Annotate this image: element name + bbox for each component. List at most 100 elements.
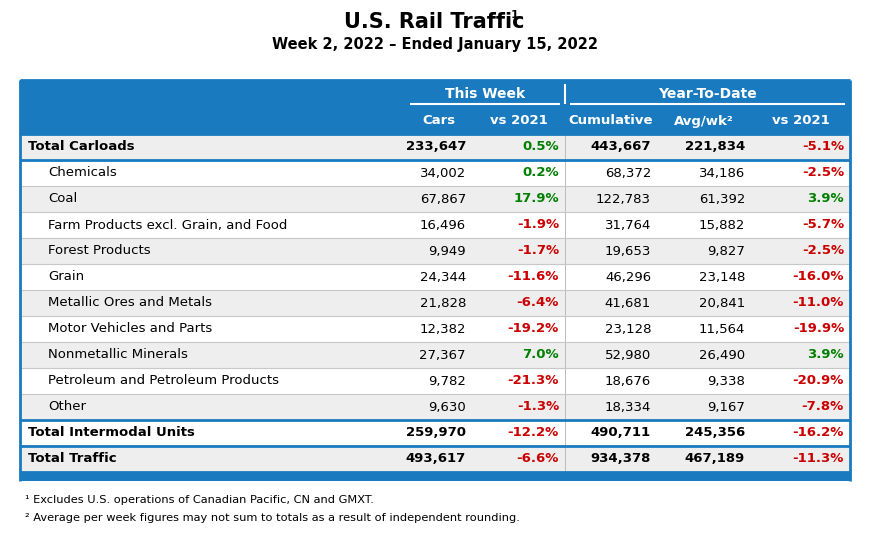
Text: 19,653: 19,653 (605, 245, 651, 258)
Text: 7.0%: 7.0% (522, 349, 559, 362)
Text: Total Carloads: Total Carloads (28, 141, 135, 154)
Text: -6.6%: -6.6% (517, 453, 559, 466)
Text: 245,356: 245,356 (685, 426, 745, 439)
Text: 9,827: 9,827 (707, 245, 745, 258)
Text: Total Intermodal Units: Total Intermodal Units (28, 426, 195, 439)
Text: Avg/wk²: Avg/wk² (674, 114, 734, 128)
Text: -16.0%: -16.0% (793, 271, 844, 284)
Text: 16,496: 16,496 (420, 218, 466, 231)
Text: 490,711: 490,711 (591, 426, 651, 439)
Text: 0.2%: 0.2% (522, 167, 559, 179)
Bar (20, 472, 850, 481)
Bar (20, 238, 850, 264)
Text: vs 2021: vs 2021 (489, 114, 547, 128)
Text: Coal: Coal (48, 192, 77, 205)
Text: 52,980: 52,980 (605, 349, 651, 362)
Text: -2.5%: -2.5% (802, 245, 844, 258)
Text: Total Traffic: Total Traffic (28, 453, 116, 466)
Text: -11.3%: -11.3% (793, 453, 844, 466)
Text: 41,681: 41,681 (605, 296, 651, 309)
Text: 233,647: 233,647 (406, 141, 466, 154)
Bar (20, 316, 850, 342)
Bar (20, 368, 850, 394)
Bar (20, 160, 850, 186)
Text: 11,564: 11,564 (699, 322, 745, 335)
Bar (20, 420, 850, 446)
Text: -12.2%: -12.2% (507, 426, 559, 439)
Text: Year-To-Date: Year-To-Date (658, 87, 757, 101)
Text: Grain: Grain (48, 271, 84, 284)
Text: -5.7%: -5.7% (802, 218, 844, 231)
Text: 12,382: 12,382 (420, 322, 466, 335)
Text: -21.3%: -21.3% (507, 375, 559, 388)
Text: -19.2%: -19.2% (507, 322, 559, 335)
Text: Cars: Cars (422, 114, 455, 128)
Text: 1: 1 (510, 10, 518, 20)
Text: -2.5%: -2.5% (802, 167, 844, 179)
Text: 221,834: 221,834 (685, 141, 745, 154)
Text: 31,764: 31,764 (605, 218, 651, 231)
Text: Nonmetallic Minerals: Nonmetallic Minerals (48, 349, 188, 362)
Bar (20, 80, 850, 134)
Text: 18,676: 18,676 (605, 375, 651, 388)
Text: Other: Other (48, 400, 86, 413)
Text: 34,186: 34,186 (699, 167, 745, 179)
Bar (20, 394, 850, 420)
Bar (20, 186, 850, 212)
Text: 3.9%: 3.9% (807, 349, 844, 362)
Text: 20,841: 20,841 (699, 296, 745, 309)
Text: Chemicals: Chemicals (48, 167, 116, 179)
Text: U.S. Rail Traffic: U.S. Rail Traffic (344, 12, 525, 32)
Text: 9,630: 9,630 (428, 400, 466, 413)
Text: ¹ Excludes U.S. operations of Canadian Pacific, CN and GMXT.: ¹ Excludes U.S. operations of Canadian P… (25, 495, 374, 505)
Text: 9,167: 9,167 (707, 400, 745, 413)
Text: -1.9%: -1.9% (517, 218, 559, 231)
Text: -1.7%: -1.7% (517, 245, 559, 258)
Text: 3.9%: 3.9% (807, 192, 844, 205)
Bar (20, 264, 850, 290)
Text: vs 2021: vs 2021 (772, 114, 829, 128)
Text: 23,128: 23,128 (605, 322, 651, 335)
Bar (20, 446, 850, 472)
Text: ² Average per week figures may not sum to totals as a result of independent roun: ² Average per week figures may not sum t… (25, 513, 520, 523)
Text: 934,378: 934,378 (591, 453, 651, 466)
Text: Petroleum and Petroleum Products: Petroleum and Petroleum Products (48, 375, 279, 388)
Bar (20, 290, 850, 316)
Text: -5.1%: -5.1% (802, 141, 844, 154)
Text: -6.4%: -6.4% (517, 296, 559, 309)
Text: 18,334: 18,334 (605, 400, 651, 413)
Bar (20, 212, 850, 238)
Bar (20, 342, 850, 368)
Text: 67,867: 67,867 (420, 192, 466, 205)
Text: Cumulative: Cumulative (568, 114, 653, 128)
Text: 34,002: 34,002 (420, 167, 466, 179)
Text: 467,189: 467,189 (685, 453, 745, 466)
Text: -11.6%: -11.6% (507, 271, 559, 284)
Bar (20, 134, 850, 160)
Text: Forest Products: Forest Products (48, 245, 150, 258)
Text: 61,392: 61,392 (699, 192, 745, 205)
Text: This Week: This Week (445, 87, 525, 101)
Text: 21,828: 21,828 (420, 296, 466, 309)
Text: 23,148: 23,148 (699, 271, 745, 284)
Text: 27,367: 27,367 (420, 349, 466, 362)
Text: 17.9%: 17.9% (514, 192, 559, 205)
Text: 0.5%: 0.5% (522, 141, 559, 154)
Text: 443,667: 443,667 (591, 141, 651, 154)
Text: Metallic Ores and Metals: Metallic Ores and Metals (48, 296, 212, 309)
Text: -19.9%: -19.9% (793, 322, 844, 335)
Text: 24,344: 24,344 (420, 271, 466, 284)
Text: 9,782: 9,782 (428, 375, 466, 388)
Text: 259,970: 259,970 (406, 426, 466, 439)
Text: Motor Vehicles and Parts: Motor Vehicles and Parts (48, 322, 212, 335)
Text: -16.2%: -16.2% (793, 426, 844, 439)
Text: -20.9%: -20.9% (793, 375, 844, 388)
Text: 9,949: 9,949 (428, 245, 466, 258)
Text: 68,372: 68,372 (605, 167, 651, 179)
Text: Week 2, 2022 – Ended January 15, 2022: Week 2, 2022 – Ended January 15, 2022 (271, 38, 598, 52)
Text: Farm Products excl. Grain, and Food: Farm Products excl. Grain, and Food (48, 218, 288, 231)
Text: 9,338: 9,338 (707, 375, 745, 388)
Text: 15,882: 15,882 (699, 218, 745, 231)
Text: -1.3%: -1.3% (517, 400, 559, 413)
Text: 46,296: 46,296 (605, 271, 651, 284)
